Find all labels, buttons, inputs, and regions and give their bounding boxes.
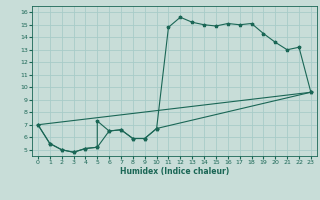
X-axis label: Humidex (Indice chaleur): Humidex (Indice chaleur) — [120, 167, 229, 176]
